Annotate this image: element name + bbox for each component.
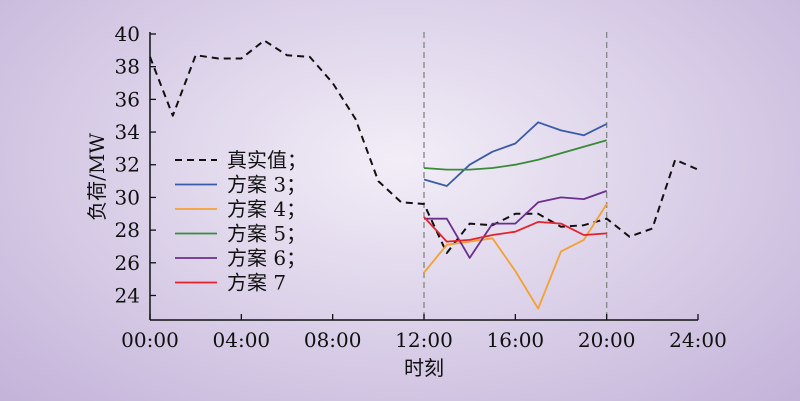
legend-label: 方案 5；	[227, 222, 306, 246]
y-tick-label: 24	[115, 283, 140, 307]
series-line-4	[423, 139, 607, 171]
legend-label: 方案 3；	[227, 173, 306, 197]
legend-label: 真实值；	[227, 148, 307, 172]
x-tick-label: 04:00	[213, 328, 271, 352]
x-tick-label: 00:00	[121, 328, 179, 352]
x-tick-label: 08:00	[304, 328, 362, 352]
series-line-6	[423, 216, 607, 243]
series-line-2	[423, 121, 608, 187]
x-axis-label: 时刻	[404, 356, 444, 380]
y-tick-label: 26	[115, 251, 140, 275]
legend-label: 方案 7	[227, 271, 286, 295]
series-line-1	[149, 39, 699, 254]
series-line-5	[424, 190, 608, 259]
reference-lines	[423, 32, 608, 320]
y-tick-label: 32	[115, 153, 140, 177]
legend-label: 方案 6；	[227, 246, 306, 270]
series-layer	[149, 39, 699, 310]
y-tick-label: 28	[115, 218, 140, 242]
y-tick-label: 40	[115, 22, 140, 46]
y-tick-label: 34	[115, 120, 140, 144]
y-tick-label: 36	[115, 87, 140, 111]
y-axis-label: 负荷/MW	[85, 133, 109, 221]
legend-label: 方案 4；	[227, 197, 306, 221]
ticks: 00:00 04:00 08:00 12:00 16:00 20:00 24:00 24 26 2…	[115, 22, 727, 352]
series-line-3	[423, 203, 608, 310]
y-tick-label: 30	[115, 185, 140, 209]
x-tick-label: 24:00	[669, 328, 727, 352]
y-tick-label: 38	[115, 55, 140, 79]
x-tick-label: 12:00	[395, 328, 453, 352]
legend: 真实值；方案 3；方案 4；方案 5；方案 6；方案 7	[175, 148, 307, 295]
x-tick-label: 20:00	[578, 328, 636, 352]
x-tick-label: 16:00	[487, 328, 545, 352]
